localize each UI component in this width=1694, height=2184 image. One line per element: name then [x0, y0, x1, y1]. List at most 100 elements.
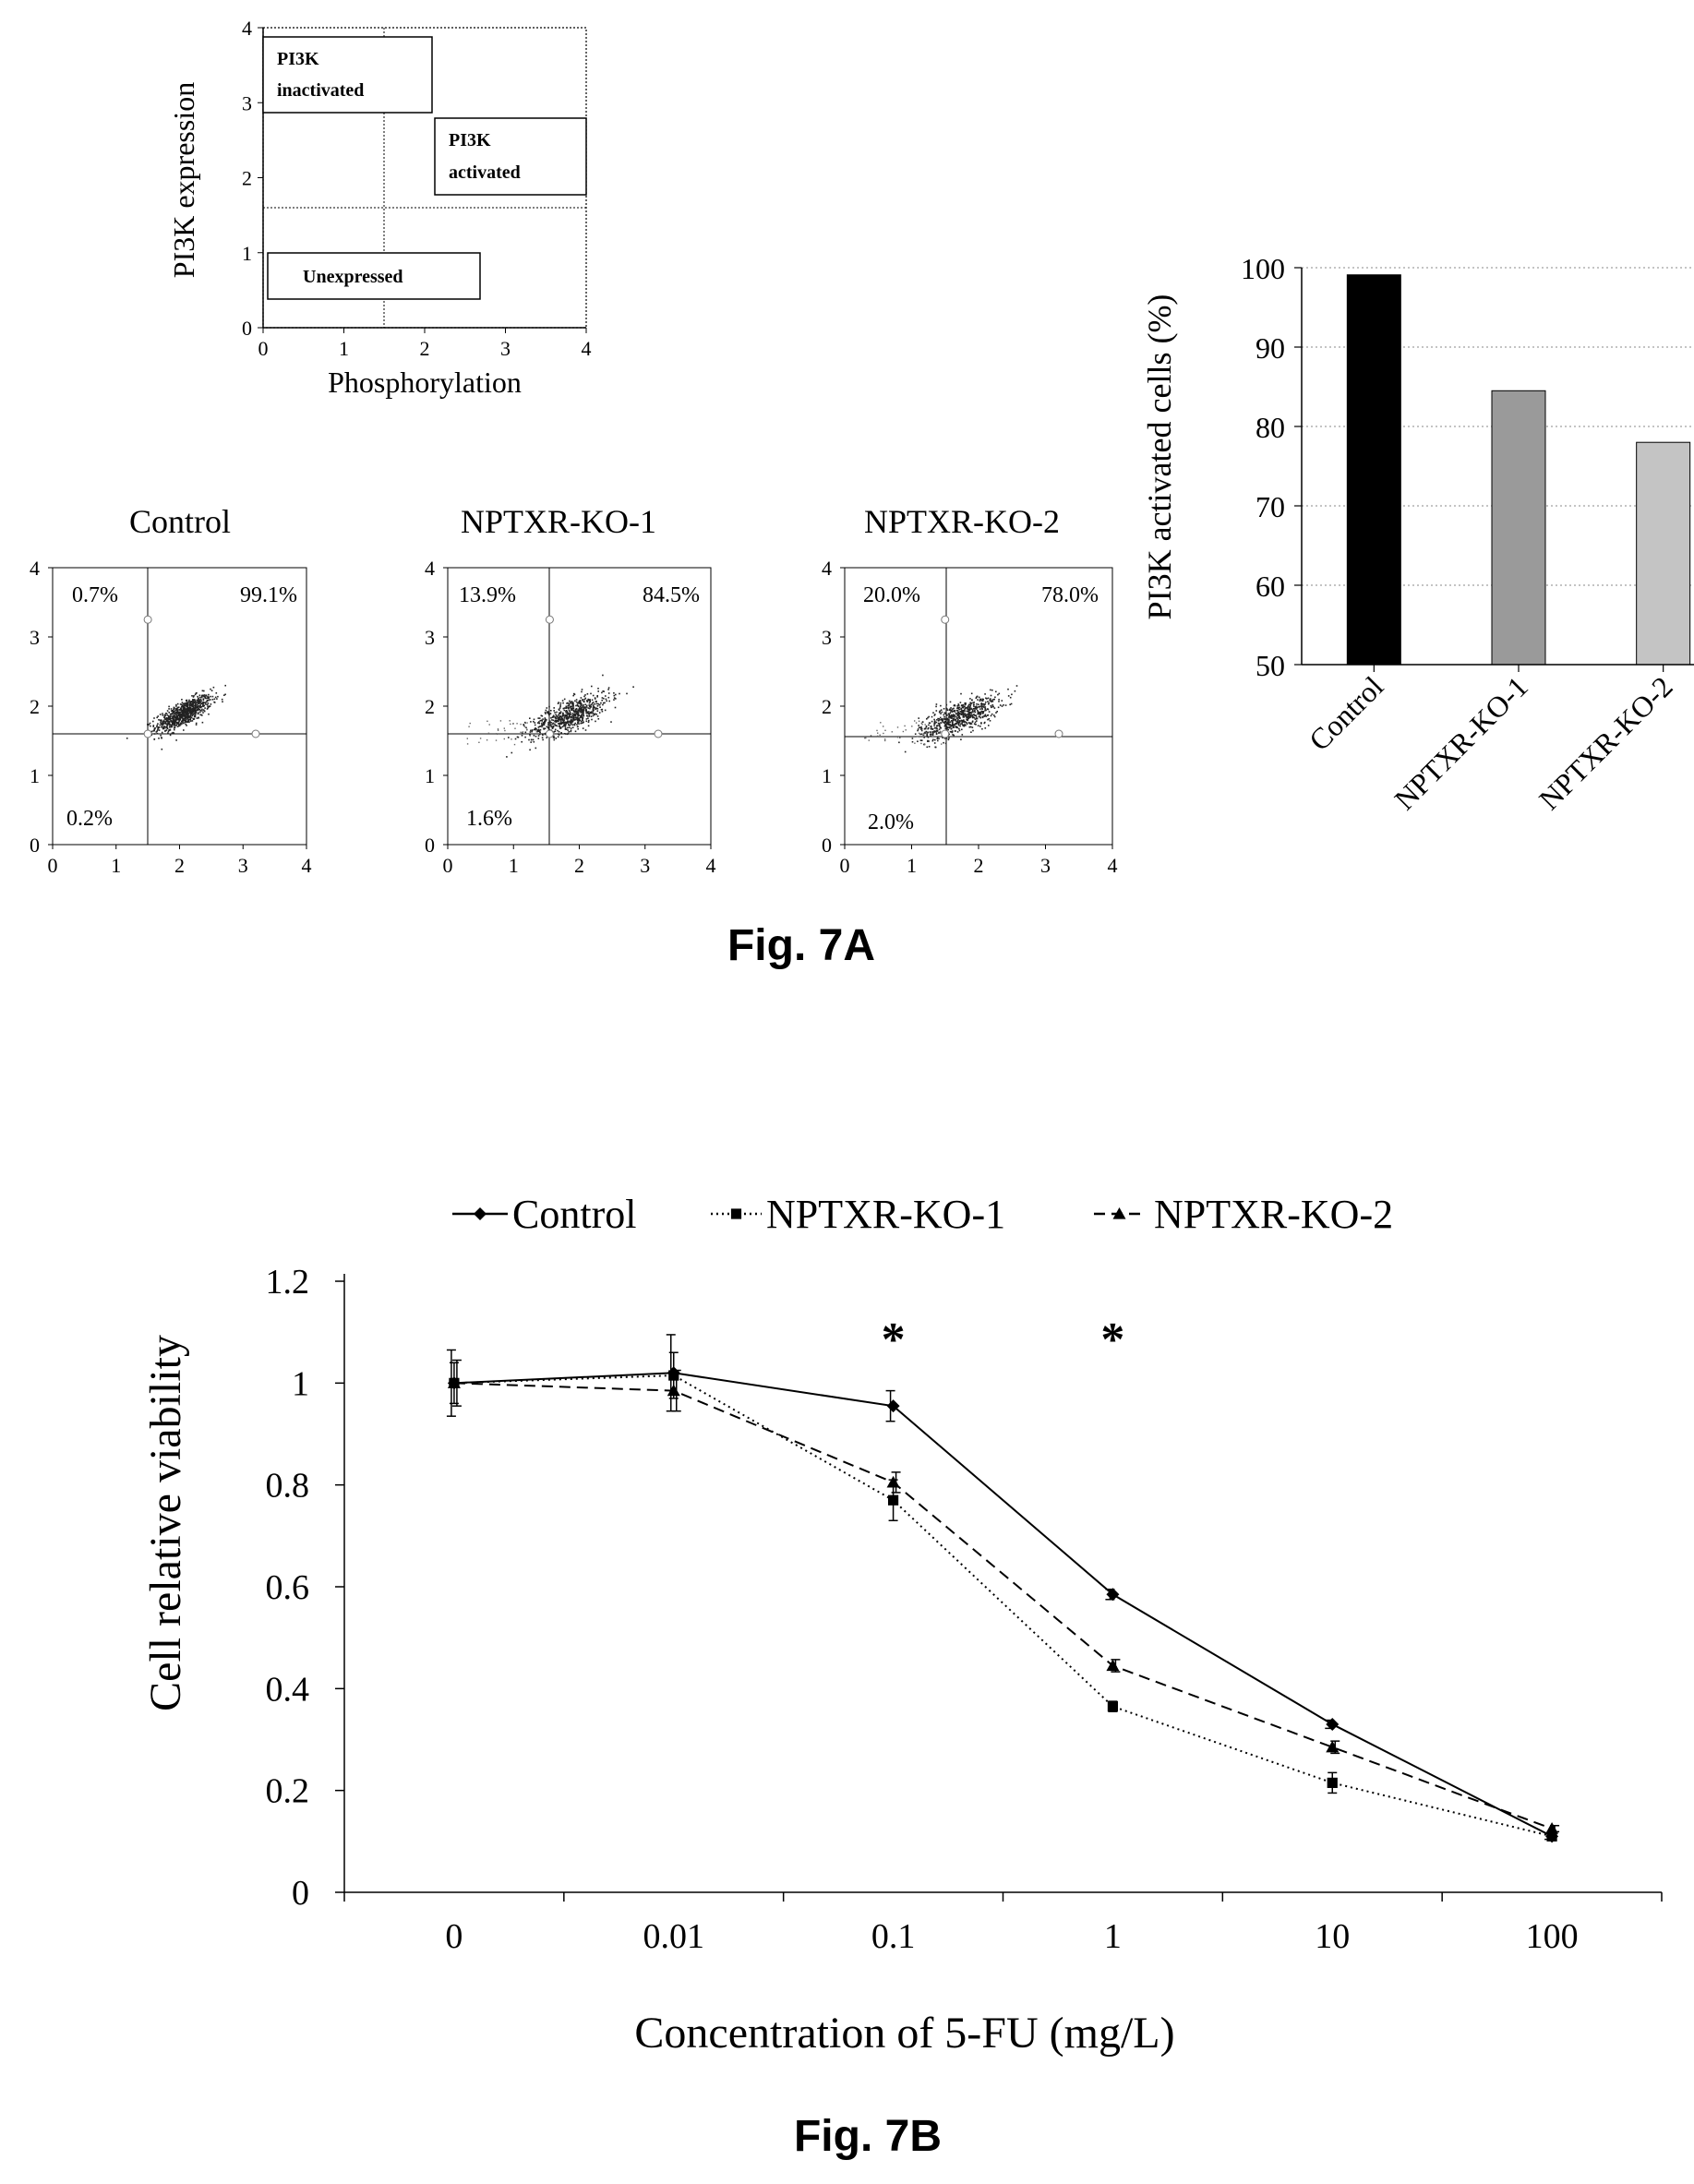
event-dot: [570, 715, 571, 718]
event-dot: [174, 713, 177, 715]
event-dot: [152, 725, 155, 726]
event-dot: [582, 718, 583, 721]
event-dot: [192, 696, 195, 698]
series-control: [446, 1334, 1559, 1843]
event-dot: [1011, 693, 1013, 696]
event-dot: [166, 724, 169, 726]
event-dot: [208, 698, 210, 700]
event-dot: [557, 719, 559, 722]
event-dot: [153, 728, 156, 730]
event-dot: [969, 726, 972, 728]
event-dot: [187, 720, 189, 722]
event-dot: [576, 702, 579, 704]
event-dot: [578, 702, 580, 704]
event-dot: [958, 727, 960, 730]
event-dot: [198, 707, 199, 710]
event-dot: [590, 706, 593, 708]
event-dot: [584, 706, 586, 708]
event-dot: [950, 714, 953, 716]
event-dot: [184, 719, 186, 722]
event-dot: [559, 713, 560, 715]
event-dot: [990, 689, 991, 691]
event-dot: [545, 709, 547, 712]
schematic-xlabel: Phosphorylation: [328, 366, 522, 399]
event-dot: [954, 709, 955, 712]
series-line: [453, 1382, 1553, 1830]
event-dot: [923, 737, 925, 738]
quadrant-upper-left: 0.7%: [72, 583, 118, 607]
event-dot: [565, 712, 568, 714]
event-dot: [541, 724, 543, 726]
event-dot: [967, 710, 970, 712]
category-label: NPTXR-KO-1: [1388, 669, 1534, 816]
event-dot: [569, 714, 571, 715]
event-dot: [468, 726, 470, 727]
event-dot: [581, 722, 583, 725]
event-dot: [981, 713, 984, 714]
event-dot: [204, 702, 206, 704]
event-dot: [941, 711, 943, 714]
event-dot: [971, 708, 973, 710]
quadrant-upper-left: 20.0%: [863, 583, 920, 607]
event-dot: [194, 699, 196, 701]
event-dot: [575, 712, 578, 714]
event-dot: [162, 726, 165, 727]
event-dot: [593, 709, 595, 711]
event-dot: [964, 702, 966, 704]
event-dot: [210, 699, 211, 701]
event-dot: [533, 720, 535, 723]
event-dot: [556, 717, 558, 719]
event-dot: [574, 730, 577, 733]
event-dot: [957, 718, 959, 721]
event-dot: [945, 719, 947, 721]
event-dot: [556, 725, 559, 727]
event-dot: [919, 728, 922, 730]
event-dot: [223, 694, 225, 696]
event-dot: [167, 721, 169, 723]
event-dot: [164, 722, 167, 724]
event-dot: [187, 714, 189, 716]
event-dot: [569, 700, 571, 702]
y-tick-label: 90: [1255, 331, 1285, 365]
event-dot: [590, 712, 592, 714]
event-dot: [573, 716, 575, 719]
y-tick-label: 0.2: [266, 1772, 310, 1811]
event-dot: [575, 701, 578, 703]
event-dot: [581, 690, 583, 693]
event-dot: [998, 701, 1000, 702]
flow-events: [864, 615, 1063, 753]
event-dot: [503, 738, 505, 740]
event-dot: [930, 733, 932, 736]
event-dot: [576, 718, 579, 721]
event-dot: [173, 714, 175, 715]
event-dot: [987, 708, 989, 710]
event-dot: [589, 700, 591, 702]
event-dot: [920, 726, 922, 728]
event-dot: [597, 690, 599, 692]
event-dot: [962, 725, 965, 726]
event-dot: [981, 703, 984, 705]
event-dot: [165, 720, 167, 723]
schematic-ylabel: PI3K expression: [167, 82, 200, 278]
event-dot: [206, 700, 209, 702]
event-dot: [991, 701, 992, 702]
event-dot: [163, 723, 165, 725]
event-dot: [193, 712, 196, 714]
event-dot: [524, 722, 526, 725]
event-dot: [563, 719, 565, 721]
event-dot: [173, 725, 175, 726]
event-dot: [586, 712, 588, 714]
event-dot: [559, 704, 561, 706]
event-dot: [987, 714, 990, 716]
event-dot: [556, 714, 558, 717]
event-dot: [572, 709, 575, 712]
event-dot: [918, 725, 919, 726]
event-dot: [156, 726, 158, 728]
event-dot: [879, 734, 881, 736]
event-dot: [975, 697, 978, 699]
event-dot: [595, 707, 597, 710]
event-dot: [161, 722, 163, 725]
event-dot: [210, 690, 213, 691]
marker-diamond: [474, 1207, 487, 1220]
marker-triangle: [447, 1376, 461, 1388]
